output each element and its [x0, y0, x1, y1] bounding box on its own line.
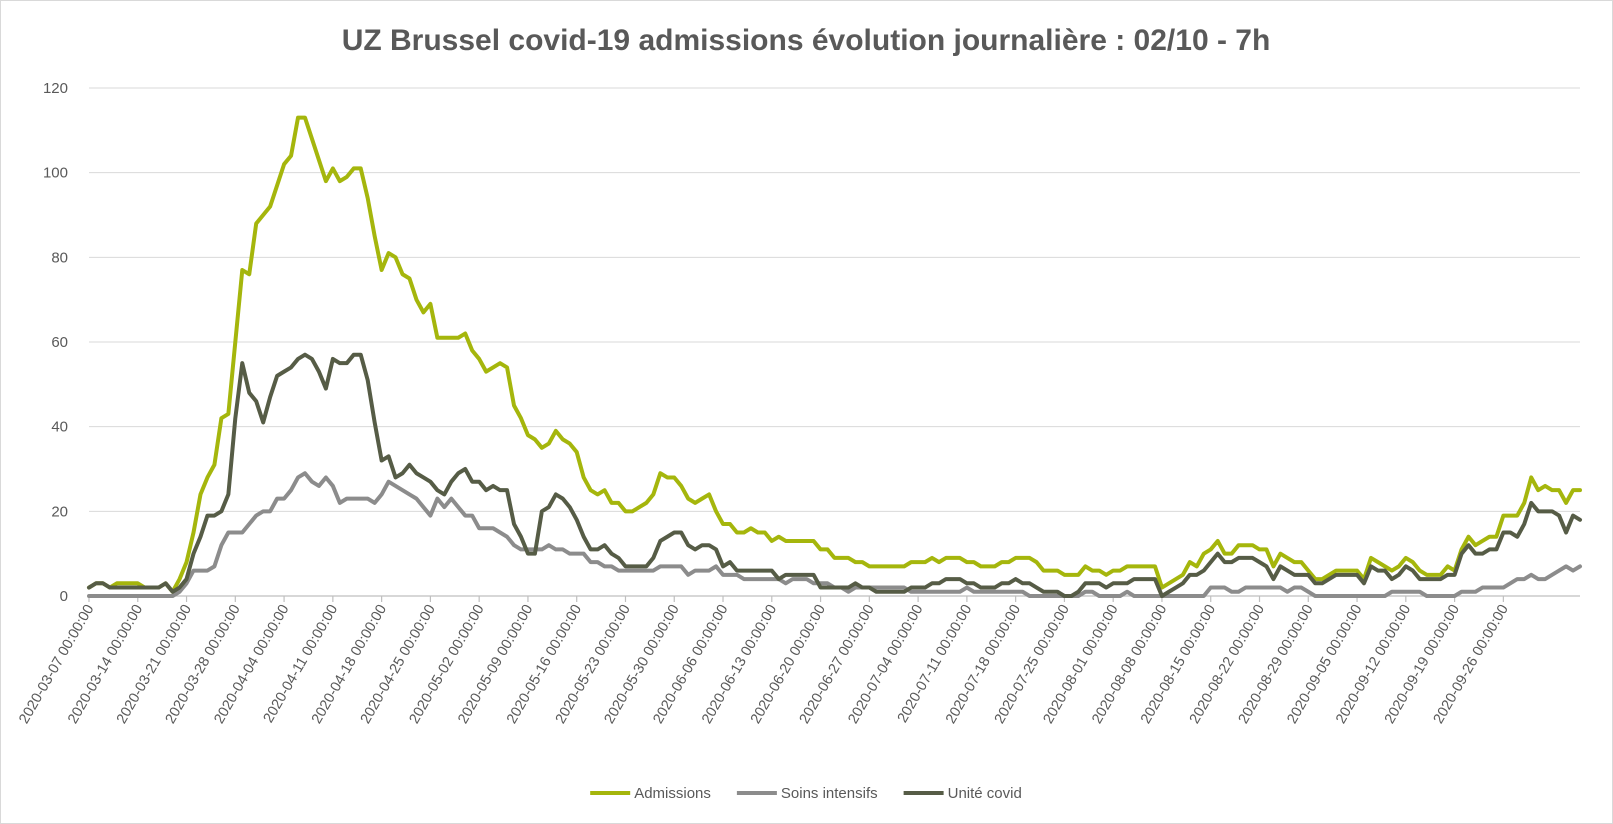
y-tick-label: 40 [51, 419, 68, 436]
gridlines [89, 87, 1580, 597]
legend: Admissions Soins intensifs Unité covid [590, 785, 1022, 802]
legend-label: Admissions [634, 785, 711, 802]
legend-label: Unité covid [948, 785, 1022, 802]
y-tick-label: 60 [51, 334, 68, 351]
legend-label: Soins intensifs [781, 785, 878, 802]
y-tick-label: 0 [60, 588, 68, 605]
y-tick-label: 100 [43, 165, 68, 182]
y-tick-label: 120 [43, 80, 68, 97]
y-axis-ticks: 0 20 40 60 80 100 120 [43, 80, 68, 605]
y-tick-label: 80 [51, 249, 68, 266]
series-line-admissions [87, 115, 1582, 594]
series-line-unit-covid [87, 352, 1582, 598]
chart-title: UZ Brussel covid-19 admissions évolution… [342, 24, 1271, 57]
series-line-soins-intensifs [87, 471, 1582, 598]
y-tick-label: 20 [51, 503, 68, 520]
series-lines [87, 115, 1582, 598]
